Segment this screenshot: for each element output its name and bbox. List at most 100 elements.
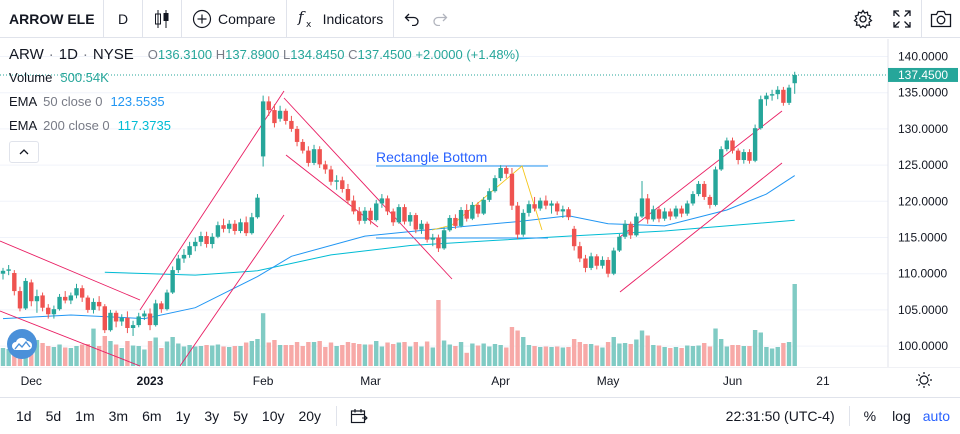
logo-badge[interactable] [7,329,37,359]
candle [492,175,498,193]
range-button-1d[interactable]: 1d [9,398,39,434]
legend-ema200-row[interactable]: EMA 200 close 0 117.3735 [9,118,519,142]
range-button-5y[interactable]: 5y [226,398,255,434]
range-button-5d[interactable]: 5d [39,398,69,434]
undo-button[interactable] [398,0,426,38]
candle [588,252,594,271]
volume-bar [57,344,62,366]
volume-bar [588,344,594,366]
candle-body [317,149,322,165]
redo-button[interactable] [426,0,454,38]
candle [283,108,288,125]
candle [164,289,170,311]
range-button-3y[interactable]: 3y [197,398,226,434]
price-chart[interactable]: Rectangle Bottom 140.0000 135.0000 130.000… [0,39,960,367]
compare-button[interactable]: Compare [182,0,286,38]
candle [583,254,588,273]
candle [447,215,452,232]
goto-date-button[interactable] [343,398,375,434]
volume-bar [159,348,164,366]
channel-line[interactable] [139,90,285,311]
indicators-button[interactable]: f x Indicators [287,0,394,38]
volume-bar [481,343,486,366]
snapshot-button[interactable] [922,0,960,38]
range-button-6m[interactable]: 6m [135,398,168,434]
candle-body [396,207,402,223]
channel-line[interactable] [0,310,141,367]
candle-body [645,198,650,220]
candle [735,148,741,165]
interval-button[interactable]: D [104,0,142,38]
fullscreen-button[interactable] [883,0,921,38]
volume-bar [204,345,209,366]
channel-line[interactable] [285,154,379,228]
volume-bar [532,346,537,366]
candle-body [718,149,724,170]
volume-bar [328,342,334,366]
candle-body [424,223,430,240]
candle-body [679,208,684,214]
settings-button[interactable] [844,0,882,38]
candle [176,254,181,273]
clock-display[interactable]: 22:31:50 (UTC-4) [725,408,835,424]
candle [210,233,215,249]
chart-legend: ARW · 1D · NYSE O136.3100 H137.8900 L134… [9,46,519,142]
channel-line[interactable] [179,214,285,367]
channel-line[interactable] [619,110,783,238]
legend-volume-row[interactable]: Volume 500.54K [9,70,519,94]
cloud-icon [12,337,33,350]
channel-line[interactable] [619,162,783,293]
price-tick-label: 120.0000 [898,194,948,208]
candle-body [334,180,339,182]
volume-bar [515,330,520,366]
range-label: 20y [298,407,322,424]
volume-bar [272,340,277,366]
range-button-1y[interactable]: 1y [169,398,198,434]
candle [566,207,571,221]
candle [34,289,40,313]
toolbar-divider [103,0,104,38]
time-axis[interactable]: Dec 2023 Feb Mar Apr May Jun 21 [0,367,960,397]
price-axis[interactable]: 140.0000 135.0000 130.0000 125.0000 120.0000… [898,50,948,354]
symbol-search[interactable]: ARROW ELE [0,0,103,38]
channel-line[interactable] [0,240,141,301]
ema200-path [104,219,795,276]
range-button-1m[interactable]: 1m [68,398,101,434]
candle [79,285,85,302]
price-tick-label: 110.0000 [898,267,947,281]
log-toggle[interactable]: log [892,408,911,424]
candle [227,220,232,234]
channel-line[interactable] [283,97,453,280]
candle-body [696,183,701,195]
range-button-10y[interactable]: 10y [255,398,292,434]
legend-collapse-button[interactable] [9,141,39,163]
volume-bar [487,346,492,366]
volume-bars [0,284,797,366]
volume-bar [436,300,441,366]
range-button-20y[interactable]: 20y [291,398,328,434]
candle [108,309,113,332]
range-label: 5d [45,407,62,424]
symbol-name: ARROW ELE [9,10,95,27]
range-label: 1y [175,407,191,424]
percent-toggle[interactable]: % [863,408,877,424]
axis-settings-button[interactable] [916,372,932,388]
volume-bar [340,345,345,366]
candle [651,205,656,222]
volume-bar [108,341,113,366]
candle [775,86,780,100]
candle-body [741,152,747,161]
price-tick-label: 105.0000 [898,303,948,317]
pattern-zigzag[interactable] [431,165,543,231]
ema50-label: EMA [9,94,38,109]
volume-bar [622,343,628,366]
chart-style-button[interactable] [143,0,181,38]
candle-body [390,211,396,223]
range-button-3m[interactable]: 3m [102,398,135,434]
candle [396,204,402,224]
volume-bar [419,346,424,366]
legend-ema50-row[interactable]: EMA 50 close 0 123.5535 [9,94,519,118]
auto-toggle[interactable]: auto [922,408,950,424]
ema50-value: 123.5535 [110,94,165,109]
candle [266,96,271,116]
